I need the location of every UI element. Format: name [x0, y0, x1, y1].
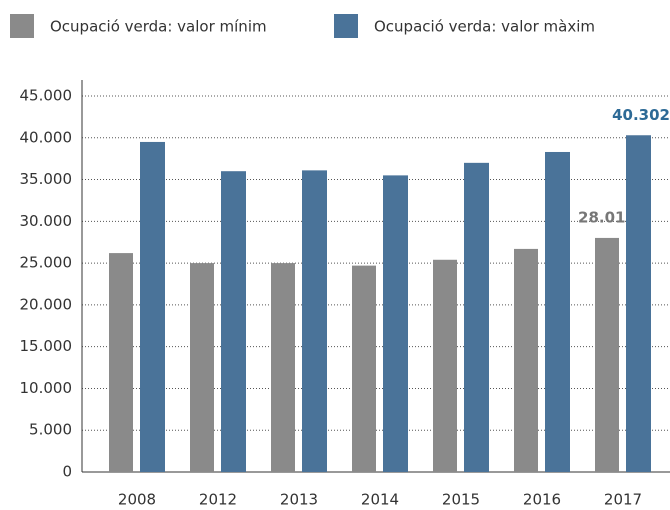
y-tick-label: 25.000	[20, 254, 73, 272]
x-tick-label: 2017	[604, 491, 642, 509]
y-tick-label: 15.000	[20, 337, 73, 355]
x-tick-label: 2008	[118, 491, 156, 509]
x-tick-label: 2016	[523, 491, 561, 509]
y-tick-label: 30.000	[20, 212, 73, 230]
bar	[352, 265, 376, 472]
y-tick-label: 45.000	[20, 87, 73, 105]
bar	[626, 135, 651, 472]
bar	[545, 151, 570, 472]
legend-label: Ocupació verda: valor màxim	[374, 18, 595, 36]
y-tick-label: 5.000	[29, 421, 72, 439]
bar	[190, 263, 214, 472]
x-tick-label: 2012	[199, 491, 237, 509]
bar	[464, 162, 489, 472]
legend-label: Ocupació verda: valor mínim	[50, 18, 267, 36]
x-tick-label: 2014	[361, 491, 399, 509]
x-tick-label: 2015	[442, 491, 480, 509]
value-label: 40.302	[612, 106, 670, 124]
legend-swatch	[10, 14, 34, 38]
bar	[302, 170, 327, 472]
y-tick-label: 10.000	[20, 379, 73, 397]
legend-swatch	[334, 14, 358, 38]
bar	[109, 253, 133, 472]
bar	[271, 263, 295, 472]
bar	[221, 171, 246, 472]
y-tick-label: 35.000	[20, 170, 73, 188]
bar	[514, 248, 538, 472]
y-tick-label: 40.000	[20, 128, 73, 146]
bar	[140, 141, 165, 472]
y-tick-label: 0	[62, 463, 72, 481]
value-label: 28.014	[578, 208, 636, 226]
y-tick-label: 20.000	[20, 295, 73, 313]
bar	[383, 175, 408, 472]
bar	[433, 259, 457, 472]
x-tick-label: 2013	[280, 491, 318, 509]
bar	[595, 237, 619, 472]
